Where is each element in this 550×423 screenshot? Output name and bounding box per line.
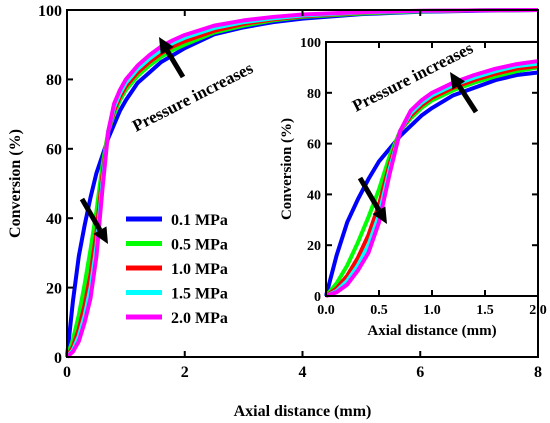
- inset-x-axis-label: Axial distance (mm): [367, 323, 496, 339]
- main-ytick-label: 100: [38, 3, 62, 20]
- main-xtick-label: 8: [534, 364, 542, 381]
- inset-series-0-1-mpa: [324, 70, 539, 297]
- main-arrow-down-shaft: [79, 197, 103, 232]
- legend-label-2: 0.5 MPa: [171, 237, 228, 254]
- main-ytick-label: 80: [46, 72, 62, 89]
- main-ytick-label: 40: [46, 211, 62, 228]
- inset-arrow-up: [450, 72, 479, 114]
- main-series-2-0-mpa: [65, 8, 539, 359]
- inset-xtick-label: 1.5: [476, 303, 494, 318]
- main-arrow-down: [79, 197, 108, 244]
- inset-arrow-up-head: [450, 72, 466, 90]
- main-xtick-label: 2: [181, 364, 189, 381]
- legend-label-1: 0.1 MPa: [171, 212, 228, 229]
- main-xtick-label: 0: [63, 364, 71, 381]
- main-xtick-label: 6: [416, 364, 424, 381]
- main-annotation-pressure-increases: Pressure increases: [129, 58, 256, 135]
- inset-series-2-0-mpa: [325, 59, 539, 298]
- legend-label-5: 2.0 MPa: [171, 310, 228, 327]
- main-y-axis-label: Conversion (%): [7, 129, 24, 238]
- legend: 0.1 MPa 0.5 MPa 1.0 MPa 1.5 MPa 2.0 MPa: [126, 212, 228, 327]
- inset-xtick-label: 0.0: [317, 303, 335, 318]
- main-x-axis-label: Axial distance (mm): [234, 403, 372, 420]
- main-arrow-up-shaft: [165, 49, 186, 79]
- main-ytick-label: 60: [46, 142, 62, 159]
- legend-label-4: 1.5 MPa: [171, 286, 228, 303]
- inset-ytick-label: 20: [307, 239, 321, 254]
- inset-ytick-label: 60: [307, 138, 321, 153]
- main-arrow-up-head: [159, 37, 174, 55]
- main-arrow-up: [159, 37, 186, 79]
- inset-y-axis-label: Conversion (%): [279, 118, 295, 220]
- inset-ytick-label: 100: [300, 36, 321, 51]
- legend-label-3: 1.0 MPa: [171, 261, 228, 278]
- inset-ytick-label: 0: [314, 290, 321, 305]
- main-ytick-label: 20: [46, 280, 62, 297]
- inset-arrow-down-head: [372, 206, 387, 224]
- inset-arrow-down-shaft: [357, 176, 382, 212]
- inset-panel: 0.0 0.5 1.0 1.5 2.0 0 20 40 60 80 100 Axial distanc…: [279, 36, 547, 339]
- inset-arrow-up-shaft: [456, 84, 479, 114]
- main-ytick-label: 0: [54, 350, 62, 367]
- inset-ytick-label: 80: [307, 87, 321, 102]
- inset-ytick-label: 40: [307, 188, 321, 203]
- inset-arrow-down: [357, 176, 387, 224]
- inset-xtick-label: 1.0: [423, 303, 441, 318]
- main-arrow-down-head: [93, 226, 108, 244]
- inset-xtick-label: 2.0: [529, 303, 547, 318]
- main-xtick-label: 4: [299, 364, 307, 381]
- inset-xtick-label: 0.5: [370, 303, 388, 318]
